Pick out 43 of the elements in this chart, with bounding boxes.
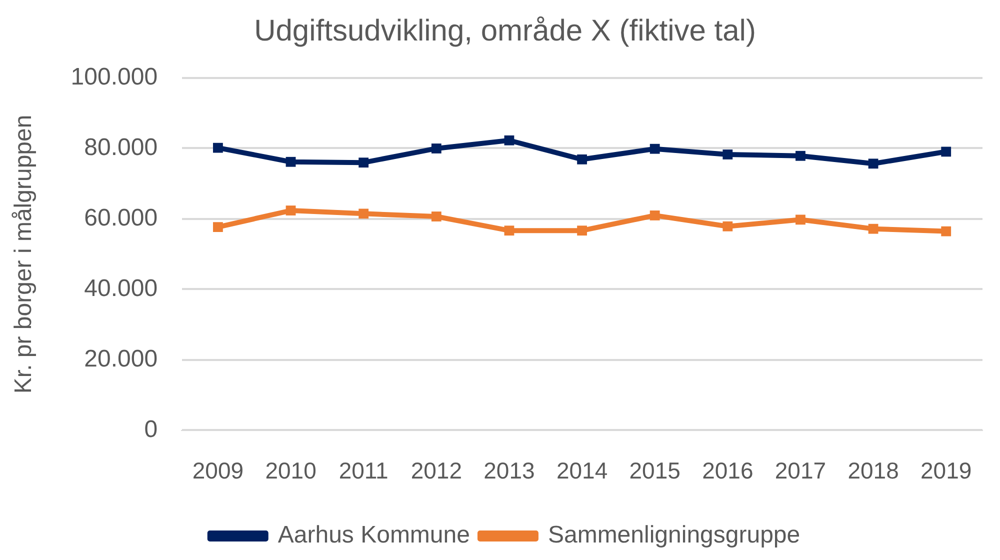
x-tick-label: 2015	[629, 458, 680, 484]
y-tick-label: 100.000	[70, 64, 158, 91]
legend-label: Sammenligningsgruppe	[548, 522, 800, 549]
point	[796, 150, 806, 161]
point	[504, 226, 514, 236]
point	[213, 222, 223, 232]
x-tick-label: 2009	[192, 458, 244, 484]
point	[650, 210, 660, 220]
x-tick-label: 2018	[848, 458, 899, 484]
point	[358, 208, 369, 219]
point	[941, 226, 952, 236]
point	[358, 158, 369, 168]
x-tick-label: 2019	[920, 458, 972, 484]
point	[213, 142, 223, 153]
point	[650, 144, 660, 154]
x-tick-label: 2010	[265, 458, 316, 484]
x-tick-label: 2013	[484, 458, 535, 484]
x-tick-label: 2012	[410, 458, 462, 484]
point	[504, 135, 514, 146]
point	[577, 154, 587, 164]
point	[577, 226, 587, 236]
y-tick-label: 0	[144, 416, 158, 444]
point	[286, 206, 296, 216]
x-tick-label: 2016	[702, 458, 754, 484]
chart-title: Udgiftsudvikling, område X (fiktive tal)	[254, 14, 756, 48]
y-tick-label: 40.000	[84, 275, 158, 302]
legend-label: Aarhus Kommune	[278, 522, 470, 549]
point	[868, 224, 878, 234]
y-tick-label: 80.000	[84, 134, 158, 162]
x-tick-label: 2014	[556, 458, 608, 484]
point	[796, 214, 806, 225]
point	[431, 212, 442, 222]
point	[722, 221, 733, 232]
point	[431, 144, 442, 154]
y-axis-title: Kr. pr borger i målgruppen	[10, 114, 38, 394]
y-tick-label: 60.000	[84, 204, 158, 232]
point	[286, 156, 296, 167]
point	[941, 146, 952, 157]
x-tick-label: 2011	[338, 458, 388, 484]
point	[868, 158, 878, 169]
x-tick-label: 2017	[774, 458, 826, 484]
y-tick-label: 20.000	[84, 346, 158, 373]
point	[722, 150, 733, 160]
